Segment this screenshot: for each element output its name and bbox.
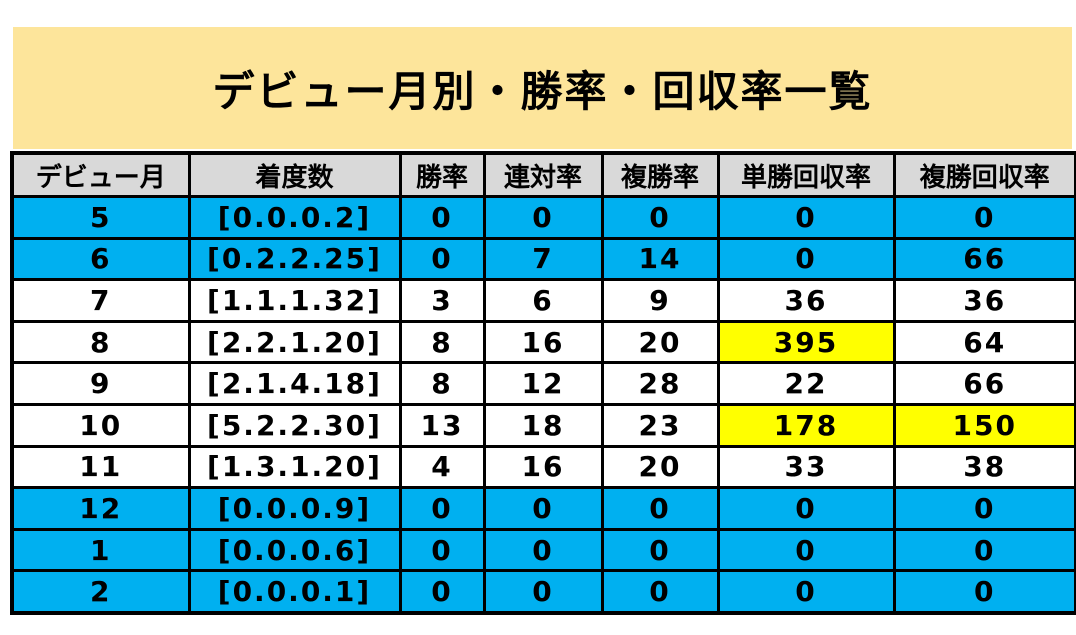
table-cell: 7	[482, 236, 604, 282]
table-row: 10 [5.2.2.30] 13 18 23 178 150	[10, 402, 1076, 448]
column-header: 複勝回収率	[892, 151, 1076, 198]
table-cell: 0	[482, 527, 604, 573]
table-cell: [2.1.4.18]	[187, 361, 402, 406]
table-cell: 64	[892, 319, 1076, 365]
table-cell: 13	[398, 402, 486, 448]
table-cell: 0	[398, 486, 486, 531]
column-header: 複勝率	[600, 151, 720, 198]
table-cell: [2.2.1.20]	[187, 319, 402, 365]
table-cell: 0	[716, 236, 896, 282]
table-cell: 66	[892, 361, 1076, 406]
table-cell: 23	[600, 402, 720, 448]
table-cell: 0	[600, 569, 720, 615]
table-cell: 9	[10, 361, 191, 406]
table-cell: 14	[600, 236, 720, 282]
table-cell: 18	[482, 402, 604, 448]
table-cell: 0	[482, 195, 604, 240]
table-cell: [0.0.0.9]	[187, 486, 402, 531]
table-cell: 8	[398, 319, 486, 365]
table-cell: 9	[600, 278, 720, 323]
column-header: デビュー月	[10, 151, 191, 198]
table-row: 7 [1.1.1.32] 3 6 9 36 36	[10, 278, 1076, 323]
table-cell: 28	[600, 361, 720, 406]
table-row: 11 [1.3.1.20] 4 16 20 33 38	[10, 444, 1076, 490]
table-cell: 8	[10, 319, 191, 365]
table-cell: 0	[482, 569, 604, 615]
table-cell: 36	[892, 278, 1076, 323]
table-cell: 0	[892, 195, 1076, 240]
table-cell: 0	[716, 569, 896, 615]
table-cell: [0.2.2.25]	[187, 236, 402, 282]
table-cell: 0	[398, 195, 486, 240]
table-cell: [0.0.0.1]	[187, 569, 402, 615]
table-cell: [1.3.1.20]	[187, 444, 402, 490]
table-cell: 0	[716, 527, 896, 573]
table-cell: [0.0.0.6]	[187, 527, 402, 573]
table-cell: 8	[398, 361, 486, 406]
table-cell: 0	[600, 527, 720, 573]
table-cell: 0	[600, 486, 720, 531]
table-cell: 0	[398, 527, 486, 573]
column-header: 連対率	[482, 151, 604, 198]
table-cell: 150	[892, 402, 1076, 448]
table-cell: 6	[482, 278, 604, 323]
table-row: 5 [0.0.0.2] 0 0 0 0 0	[10, 195, 1076, 240]
table-cell: 22	[716, 361, 896, 406]
page-title: デビュー月別・勝率・回収率一覧	[212, 66, 873, 116]
table-cell: 16	[482, 319, 604, 365]
table-cell: 2	[10, 569, 191, 615]
table-row: 9 [2.1.4.18] 8 12 28 22 66	[10, 361, 1076, 406]
table-cell: 0	[600, 195, 720, 240]
table-cell: 6	[10, 236, 191, 282]
table-cell: 0	[892, 569, 1076, 615]
table-cell: [5.2.2.30]	[187, 402, 402, 448]
table-cell: 0	[398, 236, 486, 282]
table-cell: 66	[892, 236, 1076, 282]
column-header: 勝率	[398, 151, 486, 198]
table-cell: 12	[10, 486, 191, 531]
header-row: デビュー月 着度数 勝率 連対率 複勝率 単勝回収率 複勝回収率	[10, 151, 1076, 198]
table-cell: 20	[600, 444, 720, 490]
table-cell: 0	[716, 486, 896, 531]
table-cell: 5	[10, 195, 191, 240]
column-header: 着度数	[187, 151, 402, 198]
table-cell: [1.1.1.32]	[187, 278, 402, 323]
table-cell: 395	[716, 319, 896, 365]
table-cell: 33	[716, 444, 896, 490]
table-cell: 178	[716, 402, 896, 448]
table-cell: [0.0.0.2]	[187, 195, 402, 240]
table-cell: 12	[482, 361, 604, 406]
table-cell: 16	[482, 444, 604, 490]
table-cell: 0	[482, 486, 604, 531]
table-body: 5 [0.0.0.2] 0 0 0 0 0 6 [0.2.2.25] 0 7 14 0 66 7 [1.1.1…	[10, 195, 1076, 615]
table-cell: 0	[398, 569, 486, 615]
table-cell: 36	[716, 278, 896, 323]
table-cell: 20	[600, 319, 720, 365]
table-cell: 0	[892, 527, 1076, 573]
table-cell: 4	[398, 444, 486, 490]
table-cell: 10	[10, 402, 191, 448]
stats-table: デビュー月 着度数 勝率 連対率 複勝率 単勝回収率 複勝回収率 5 [0.0.0.2] 0 0 0…	[10, 151, 1076, 615]
table-cell: 1	[10, 527, 191, 573]
table-cell: 7	[10, 278, 191, 323]
table-cell: 3	[398, 278, 486, 323]
table-cell: 11	[10, 444, 191, 490]
table-row: 6 [0.2.2.25] 0 7 14 0 66	[10, 236, 1076, 282]
table-cell: 0	[716, 195, 896, 240]
table-cell: 0	[892, 486, 1076, 531]
column-header: 単勝回収率	[716, 151, 896, 198]
table-cell: 38	[892, 444, 1076, 490]
title-banner: デビュー月別・勝率・回収率一覧	[13, 27, 1072, 149]
table-row: 2 [0.0.0.1] 0 0 0 0 0	[10, 569, 1076, 615]
table-row: 1 [0.0.0.6] 0 0 0 0 0	[10, 527, 1076, 573]
table-row: 12 [0.0.0.9] 0 0 0 0 0	[10, 486, 1076, 531]
table-row: 8 [2.2.1.20] 8 16 20 395 64	[10, 319, 1076, 365]
